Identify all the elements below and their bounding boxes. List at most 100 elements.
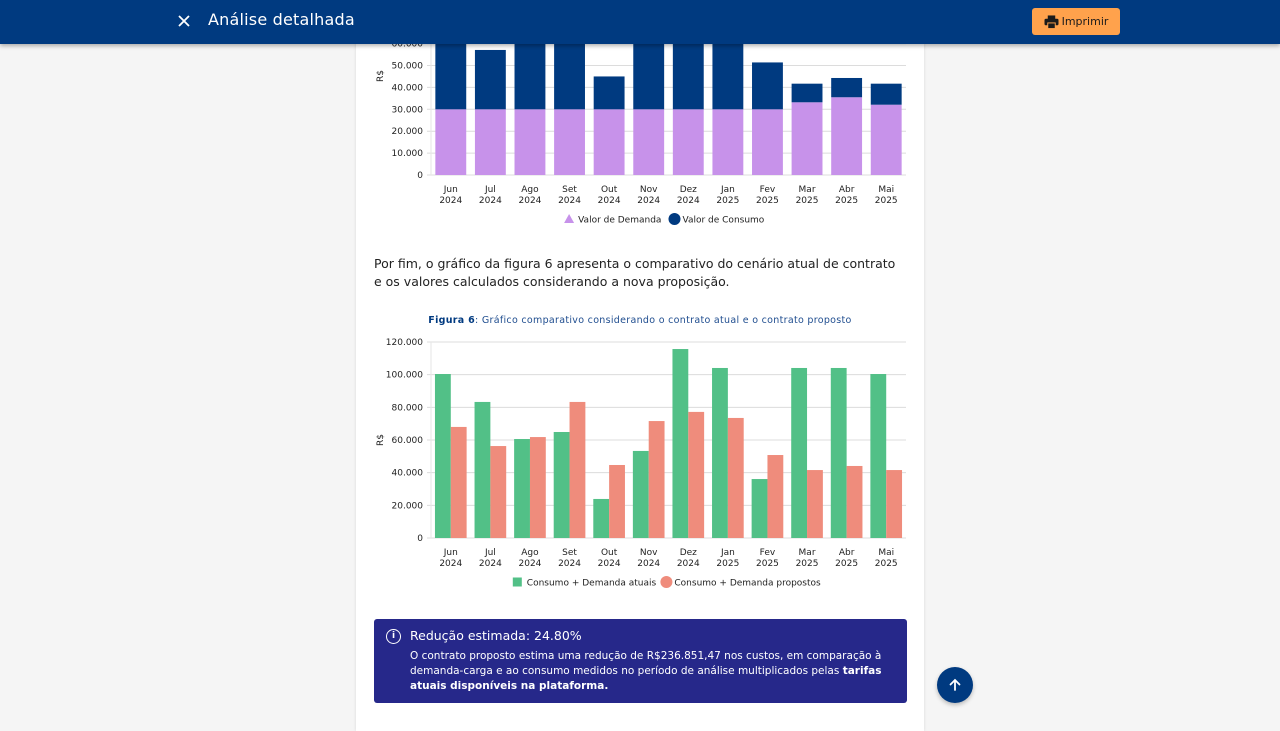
chart-comparativo: 0 20.000 40.000 60.000 80.000 100.000 120.000 R… <box>376 338 906 589</box>
print-button[interactable]: Imprimir <box>1032 8 1120 35</box>
bar-propostos <box>609 464 625 538</box>
x-tick-label-year: 2025 <box>716 196 739 206</box>
bar-consumo <box>712 44 744 110</box>
y-tick-label: 40.000 <box>392 469 424 479</box>
legend-label: Consumo + Demanda atuais <box>527 579 657 589</box>
bar-atuais <box>474 401 491 538</box>
bar-propostos <box>529 437 546 538</box>
y-axis-label: R$ <box>376 434 386 446</box>
bar-consumo <box>791 83 823 103</box>
x-tick-label-year: 2025 <box>796 559 819 569</box>
bar-atuais <box>830 367 847 538</box>
bar-consumo <box>672 44 704 110</box>
bar-demanda <box>672 109 704 175</box>
x-tick-label-month: Jan <box>720 185 735 195</box>
legend-label: Valor de Consumo <box>683 216 765 226</box>
x-tick-label-month: Fev <box>760 185 776 195</box>
bar-atuais <box>712 367 728 538</box>
x-tick-label-year: 2024 <box>598 559 621 569</box>
x-tick-label-month: Ago <box>521 548 539 558</box>
y-tick-label: 0 <box>417 171 423 181</box>
x-tick-label-year: 2024 <box>637 559 660 569</box>
bar-atuais <box>751 479 768 538</box>
x-tick-label-year: 2024 <box>558 559 581 569</box>
x-tick-label-month: Dez <box>680 185 697 195</box>
bar-propostos <box>767 455 784 538</box>
bar-atuais <box>514 439 530 538</box>
figure-6-label: Figura 6 <box>428 315 476 326</box>
bar-demanda <box>870 104 902 175</box>
legend-marker-circle <box>660 576 673 588</box>
close-button[interactable] <box>174 11 194 31</box>
x-tick-label-year: 2024 <box>519 559 542 569</box>
x-tick-label-month: Set <box>562 548 577 558</box>
bar-demanda <box>474 109 506 175</box>
y-tick-label: 40.000 <box>392 83 424 93</box>
reduction-description: O contrato proposto estima uma redução d… <box>410 649 895 694</box>
bar-atuais <box>791 367 808 538</box>
page-title: Análise detalhada <box>208 10 355 29</box>
x-tick-label-month: Fev <box>760 548 776 558</box>
x-tick-label-year: 2024 <box>637 196 660 206</box>
info-icon: i <box>386 629 401 644</box>
x-tick-label-month: Jun <box>443 548 458 558</box>
x-tick-label-month: Ago <box>521 185 539 195</box>
bar-propostos <box>688 411 705 538</box>
reduction-text-bold: tarifas atuais disponíveis na plataforma… <box>410 665 882 692</box>
y-tick-label: 50.000 <box>392 62 424 72</box>
bar-propostos <box>490 446 507 538</box>
y-tick-label: 0 <box>417 534 423 544</box>
x-tick-label-month: Jan <box>720 548 735 558</box>
legend-label: Consumo + Demanda propostos <box>674 579 821 589</box>
close-icon <box>178 15 190 27</box>
x-tick-label-month: Abr <box>839 548 855 558</box>
bar-demanda <box>435 109 467 175</box>
bar-atuais <box>593 498 610 538</box>
x-tick-label-month: Out <box>601 185 618 195</box>
x-tick-label-year: 2024 <box>677 559 700 569</box>
bar-consumo <box>435 44 467 110</box>
paragraph-figure-6-intro: Por fim, o gráfico da figura 6 apresenta… <box>374 256 896 289</box>
y-tick-label: 30.000 <box>392 105 424 115</box>
legend-marker-square <box>512 577 522 587</box>
x-tick-label-month: Nov <box>640 548 658 558</box>
x-tick-label-year: 2024 <box>519 196 542 206</box>
bar-atuais <box>434 374 451 538</box>
x-tick-label-year: 2025 <box>875 559 898 569</box>
x-tick-label-year: 2024 <box>558 196 581 206</box>
x-tick-label-year: 2025 <box>716 559 739 569</box>
x-tick-label-year: 2025 <box>875 196 898 206</box>
bar-demanda <box>712 109 744 175</box>
bar-atuais <box>632 450 649 538</box>
bar-demanda <box>514 109 546 175</box>
bar-demanda <box>831 97 863 175</box>
bar-consumo <box>831 77 863 98</box>
bar-consumo <box>554 44 585 110</box>
print-button-label: Imprimir <box>1061 15 1109 28</box>
bar-consumo <box>633 44 665 110</box>
x-tick-label-month: Dez <box>680 548 697 558</box>
bar-demanda <box>593 109 625 175</box>
x-tick-label-year: 2025 <box>756 559 779 569</box>
scroll-to-top-button[interactable] <box>937 667 973 703</box>
x-tick-label-year: 2025 <box>796 196 819 206</box>
y-tick-label: 10.000 <box>392 149 424 159</box>
bar-demanda <box>554 109 585 175</box>
bar-consumo <box>514 44 546 110</box>
y-tick-label: 60.000 <box>392 40 424 50</box>
bar-consumo <box>593 76 625 110</box>
y-tick-label: 60.000 <box>392 436 424 446</box>
y-tick-label: 100.000 <box>386 371 423 381</box>
bar-propostos <box>846 465 863 538</box>
bar-propostos <box>450 426 467 538</box>
legend-label: Valor de Demanda <box>578 216 661 226</box>
bar-propostos <box>569 401 586 538</box>
bar-propostos <box>886 470 903 538</box>
bar-atuais <box>553 431 570 538</box>
x-tick-label-month: Mai <box>878 548 894 558</box>
printer-icon <box>1044 14 1059 29</box>
bar-propostos <box>727 417 744 538</box>
figure-6-caption: Figura 6: Gráfico comparativo consideran… <box>356 315 924 326</box>
figure-6-caption-text: : Gráfico comparativo considerando o con… <box>475 315 852 326</box>
bar-consumo <box>870 83 902 105</box>
